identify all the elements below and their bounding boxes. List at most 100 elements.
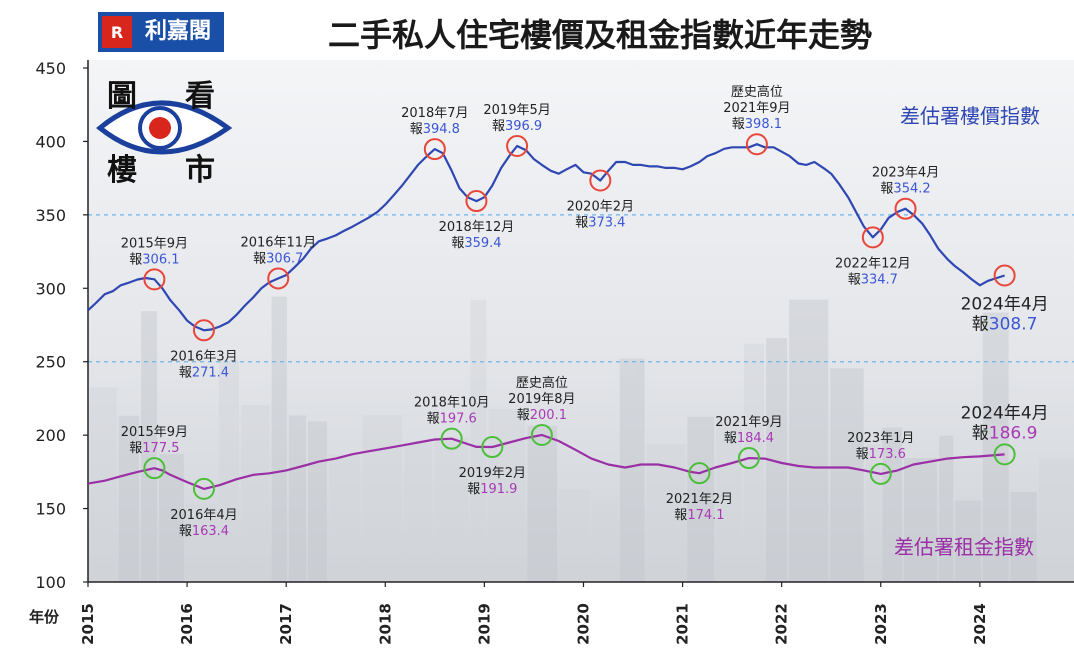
y-tick-label: 100 bbox=[35, 573, 66, 592]
annotation-date: 歷史高位 bbox=[516, 375, 568, 391]
skyline-building bbox=[830, 368, 864, 582]
badge-char-3: 樓 bbox=[107, 153, 137, 188]
rent-highlight-marker bbox=[530, 423, 553, 446]
y-tick-label: 300 bbox=[35, 279, 66, 298]
annotation-date: 2024年4月 bbox=[961, 295, 1049, 315]
chart-title: 二手私人住宅樓價及租金指數近年走勢 bbox=[328, 16, 872, 54]
annotation-prefix: 報 bbox=[724, 431, 737, 446]
skyline-building bbox=[939, 435, 954, 582]
annotation-value: 報184.4 bbox=[724, 431, 774, 446]
skyline-building bbox=[362, 415, 403, 582]
rent-highlight-marker bbox=[143, 457, 166, 480]
annotation-number: 186.9 bbox=[989, 423, 1038, 443]
annotation-prefix: 報 bbox=[179, 524, 192, 539]
skyline-building bbox=[1038, 458, 1074, 582]
skyline-building bbox=[218, 360, 240, 582]
annotation-number: 354.2 bbox=[893, 182, 930, 197]
annotation-value: 報163.4 bbox=[179, 524, 229, 539]
skyline-building bbox=[141, 311, 158, 582]
skyline-building bbox=[865, 444, 881, 582]
x-tick-label: 2018 bbox=[376, 603, 394, 645]
x-tick-label: 2015 bbox=[79, 603, 97, 645]
annotation-value: 報398.1 bbox=[732, 117, 782, 132]
annotation-date: 2015年9月 bbox=[121, 425, 188, 440]
price-highlight-marker bbox=[861, 226, 884, 249]
annotation-value: 報191.9 bbox=[467, 482, 517, 497]
badge-char-4: 市 bbox=[185, 153, 215, 188]
skyline-building bbox=[90, 387, 117, 582]
annotation-date: 2016年3月 bbox=[170, 349, 237, 364]
skyline-building bbox=[1010, 491, 1037, 582]
annotation-prefix: 報 bbox=[492, 119, 505, 134]
annotation-layer: 2015年9月報306.12016年3月報271.42016年11月報306.7… bbox=[121, 84, 1049, 539]
skyline-building bbox=[308, 421, 327, 582]
annotation-number: 184.4 bbox=[737, 431, 774, 446]
annotation-prefix: 報 bbox=[467, 482, 480, 497]
annotation-value: 報197.6 bbox=[427, 412, 477, 427]
annotation-value: 報394.8 bbox=[410, 122, 460, 137]
annotation-prefix: 報 bbox=[856, 447, 869, 462]
y-tick-label: 400 bbox=[35, 132, 66, 151]
annotation-date: 2019年5月 bbox=[483, 103, 550, 118]
annotation-date: 2018年10月 bbox=[414, 396, 490, 411]
skyline-building bbox=[288, 415, 307, 582]
annotation-prefix: 報 bbox=[575, 215, 588, 230]
annotation-number: 359.4 bbox=[464, 236, 501, 251]
skyline-building bbox=[903, 457, 938, 582]
legend-rent-index: 差估署租金指數 bbox=[894, 535, 1034, 559]
annotation-prefix: 報 bbox=[972, 423, 989, 443]
skyline-building bbox=[404, 442, 433, 582]
annotation-date: 2021年2月 bbox=[666, 492, 733, 507]
annotation-value: 報373.4 bbox=[575, 215, 625, 230]
annotation-number: 308.7 bbox=[989, 315, 1038, 335]
annotation-value: 報306.1 bbox=[129, 252, 179, 267]
rent-highlight-marker bbox=[440, 427, 463, 450]
plot-background bbox=[88, 60, 1074, 582]
annotation-number: 197.6 bbox=[440, 412, 477, 427]
annotation-prefix: 報 bbox=[427, 412, 440, 427]
skyline-building bbox=[241, 405, 270, 582]
x-tick-label: 2021 bbox=[674, 603, 692, 645]
logo-badge: R 利嘉閣 bbox=[98, 12, 224, 52]
series-layer bbox=[87, 143, 1005, 490]
rent-highlight-marker bbox=[688, 462, 711, 485]
x-tick-label: 2019 bbox=[475, 603, 493, 645]
annotation-number: 174.1 bbox=[687, 508, 724, 523]
city-skyline-background bbox=[90, 296, 1074, 582]
price-highlight-marker bbox=[143, 268, 166, 291]
annotation-date: 2016年4月 bbox=[170, 508, 237, 523]
annotation-number: 334.7 bbox=[861, 272, 898, 287]
annotation-value: 報173.6 bbox=[856, 447, 906, 462]
annotation-date: 2018年7月 bbox=[401, 106, 468, 121]
annotation-date: 2019年2月 bbox=[459, 466, 526, 481]
skyline-building bbox=[789, 299, 829, 582]
annotation-date: 2024年4月 bbox=[961, 403, 1049, 423]
annotation-number: 177.5 bbox=[142, 441, 179, 456]
annotation-number: 398.1 bbox=[745, 117, 782, 132]
annotation-prefix: 報 bbox=[848, 272, 861, 287]
annotation-date: 2019年8月 bbox=[508, 392, 575, 407]
skyline-building bbox=[619, 358, 645, 582]
skyline-building bbox=[766, 338, 788, 582]
annotation-value: 報271.4 bbox=[179, 365, 229, 380]
skyline-building bbox=[559, 489, 591, 582]
annotation-date: 2022年12月 bbox=[835, 256, 911, 271]
annotation-prefix: 報 bbox=[880, 182, 893, 197]
skyline-building bbox=[118, 415, 140, 582]
annotation-prefix: 報 bbox=[253, 251, 266, 266]
annotation-value: 報306.7 bbox=[253, 251, 303, 266]
rent-highlight-marker bbox=[192, 477, 215, 500]
annotation-date: 2016年11月 bbox=[240, 235, 316, 250]
skyline-building bbox=[271, 296, 287, 582]
y-tick-label: 200 bbox=[35, 426, 66, 445]
annotation-prefix: 報 bbox=[517, 408, 530, 423]
logo-text: 利嘉閣 bbox=[145, 19, 211, 44]
rent-highlight-marker bbox=[869, 462, 892, 485]
house-logo-icon bbox=[149, 117, 171, 139]
annotation-date: 2021年9月 bbox=[723, 101, 790, 116]
annotation-number: 271.4 bbox=[192, 365, 229, 380]
price-highlight-marker bbox=[745, 133, 768, 156]
rent-highlight-marker bbox=[737, 447, 760, 470]
annotation-number: 394.8 bbox=[423, 122, 460, 137]
skyline-building bbox=[716, 416, 742, 582]
